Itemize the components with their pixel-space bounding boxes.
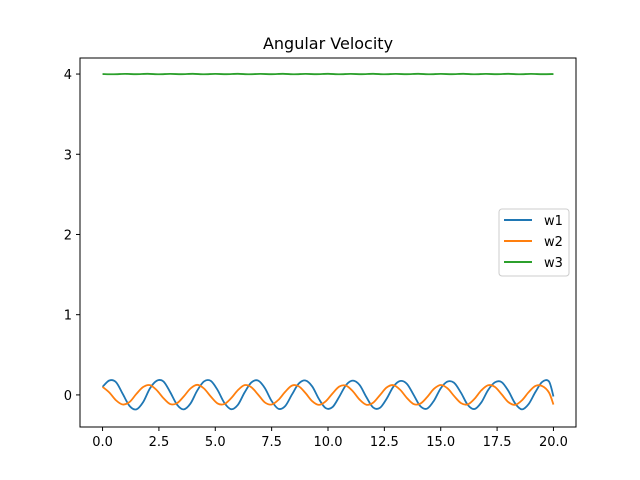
x-tick-label: 0.0	[92, 435, 113, 450]
series-line-w1	[101, 379, 555, 411]
legend-label-w1: w1	[544, 214, 563, 229]
legend: w1 w2 w3	[498, 208, 570, 277]
y-tick-label: 0	[64, 389, 72, 404]
plot-area: 0.0 2.5 5.0 7.5 10.0 12.5 15.0 17.5 20.0 0 1 2 3 4	[64, 57, 577, 450]
x-tick-label: 2.5	[149, 435, 170, 450]
chart-title: Angular Velocity	[263, 34, 393, 53]
x-tick-label: 5.0	[205, 435, 226, 450]
y-tick-label: 4	[64, 68, 72, 83]
x-tick-label: 7.5	[261, 435, 282, 450]
y-axis-ticks: 0 1 2 3 4	[64, 68, 80, 404]
x-tick-label: 10.0	[314, 435, 343, 450]
x-tick-label: 17.5	[483, 435, 512, 450]
series-layer	[101, 72, 555, 411]
y-tick-label: 2	[64, 228, 72, 243]
legend-box	[498, 208, 570, 277]
legend-label-w3: w3	[544, 256, 563, 271]
x-tick-label: 12.5	[370, 435, 399, 450]
y-tick-label: 3	[64, 148, 72, 163]
legend-entry-w1: w1	[504, 214, 563, 229]
y-tick-label: 1	[64, 309, 72, 324]
legend-entry-w2: w2	[504, 235, 563, 250]
x-tick-label: 15.0	[426, 435, 455, 450]
legend-entry-w3: w3	[504, 256, 563, 271]
legend-label-w2: w2	[544, 235, 563, 250]
series-line-w2	[101, 383, 555, 406]
x-axis-ticks: 0.0 2.5 5.0 7.5 10.0 12.5 15.0 17.5 20.0	[92, 427, 568, 450]
x-tick-label: 20.0	[539, 435, 568, 450]
